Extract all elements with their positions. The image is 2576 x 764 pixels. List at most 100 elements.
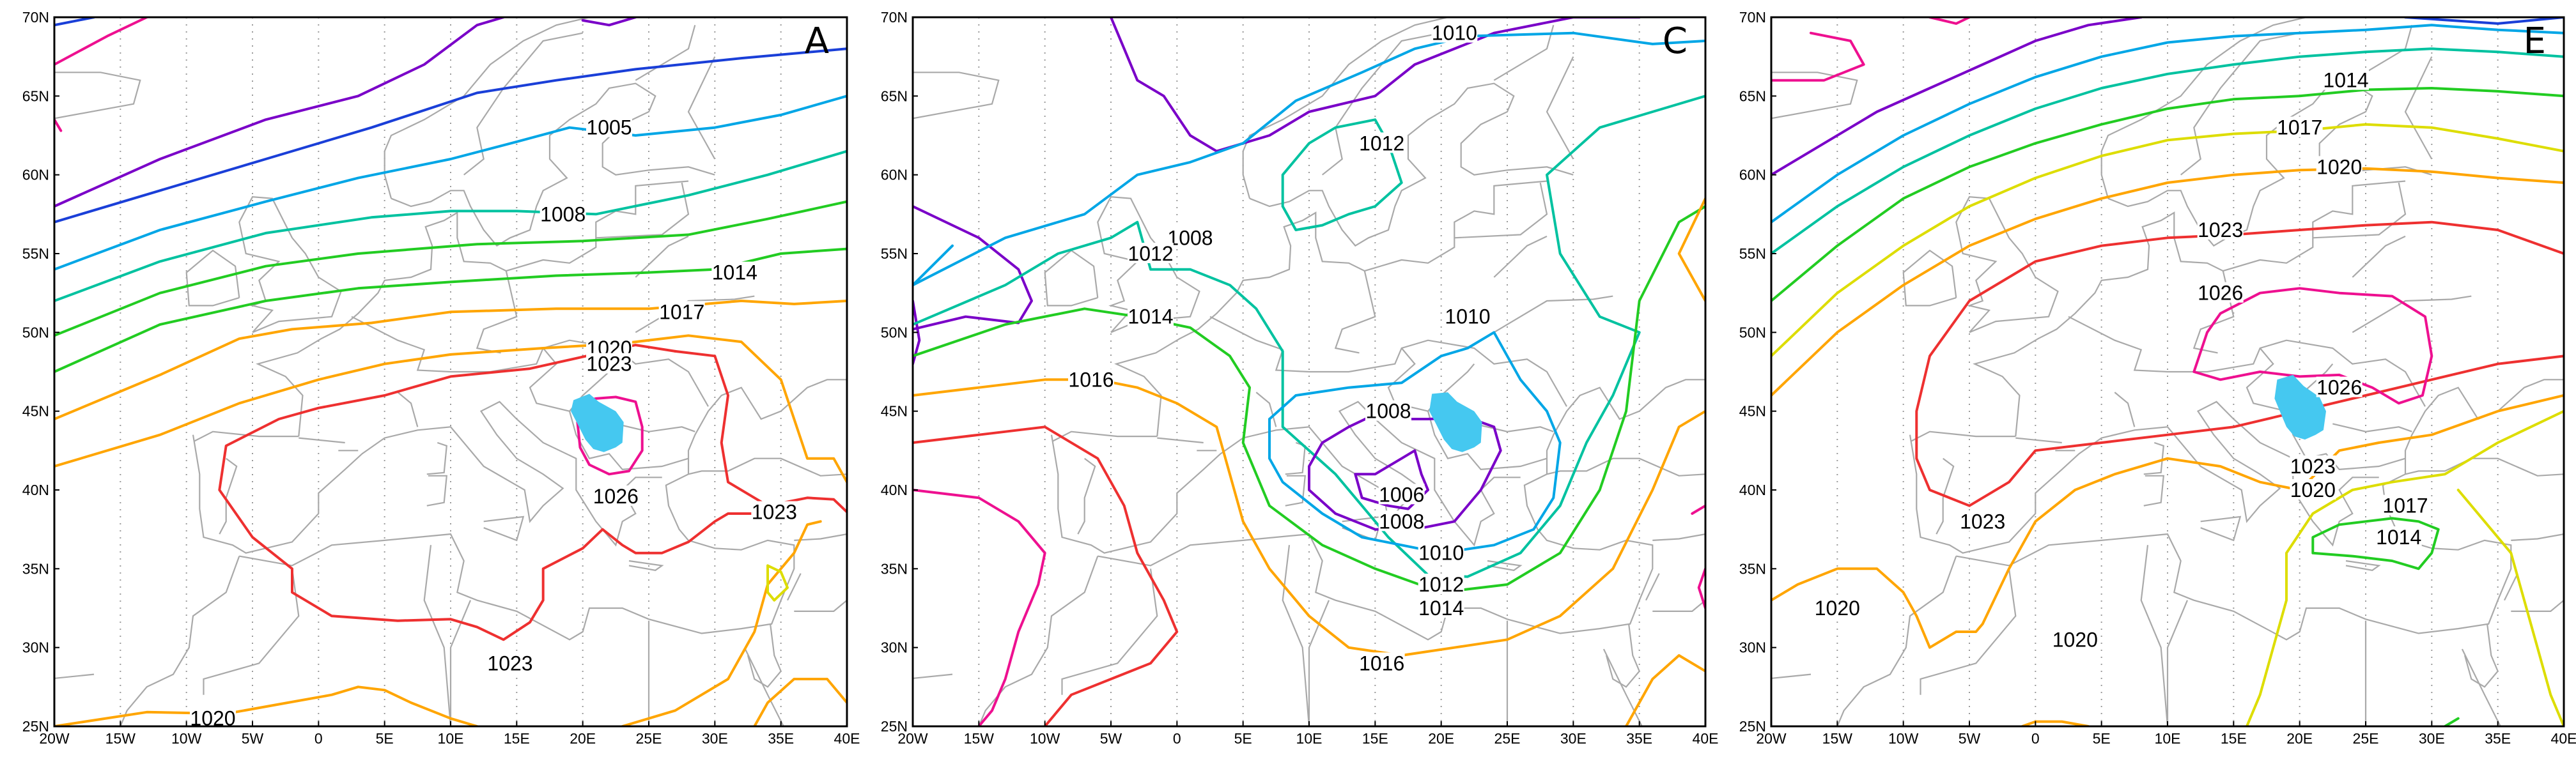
country-border [1652,599,1705,612]
longitude-tick-label: 10W [1888,730,1919,747]
isobar-contour [54,118,63,132]
longitude-tick-label: 35E [768,730,794,747]
country-border [2504,573,2518,601]
isobar-label: 1008 [1379,510,1424,533]
latitude-tick-label: 50N [1739,324,1766,340]
isobar-label: 1012 [1418,573,1464,596]
longitude-tick-label: 30E [1560,730,1587,747]
isobar-label-bg [2197,282,2244,303]
country-border [2313,182,2407,239]
country-border [1209,316,1567,407]
latitude-tick-label: 35N [22,560,49,577]
country-border [1427,411,1548,471]
coastline [1487,560,1523,571]
isobar-label: 1023 [752,501,797,524]
longitude-tick-label: 5E [2093,730,2111,747]
isobar-label: 1010 [1418,542,1464,565]
longitude-tick-label: 10E [2155,730,2181,747]
isobar-label: 1016 [1359,652,1404,675]
country-border [1474,423,1554,432]
isobar-contour [1281,118,1403,231]
isobar-label: 1012 [1359,132,1404,155]
isobars [1771,17,2564,726]
longitude-tick-label: 25E [2353,730,2379,747]
country-border [616,423,695,432]
coastline [2143,441,2164,475]
isobar-label: 1023 [2198,218,2243,241]
longitude-tick-label: 30E [2419,730,2445,747]
longitude-tick-label: 15W [1822,730,1853,747]
country-border [397,392,419,427]
isobar-label: 1020 [1815,597,1860,620]
longitude-tick-label: 10E [438,730,464,747]
coastline [1956,457,2564,641]
isobar-label-bg [586,116,632,137]
longitude-tick-label: 15E [504,730,530,747]
country-border [1936,457,1955,535]
isobar-contour [913,244,954,287]
isobar-label: 1008 [540,202,586,225]
isobar-contour [54,685,479,726]
coastline [2143,475,2165,507]
isobar-label-bg [1378,510,1425,531]
country-border [687,56,716,160]
longitude-tick-label: 10E [1296,730,1323,747]
latitude-tick-label: 70N [22,9,49,26]
longitude-tick-label: 15E [1362,730,1388,747]
coastline [426,441,447,475]
isobar-contour [218,344,756,641]
coastline [1973,180,2406,437]
isobar-label: 1020 [2316,155,2362,178]
coastline [1771,673,1812,680]
isobar-label-bg [2316,156,2363,177]
isobar-contour [621,520,822,726]
latitude-tick-labels: 25N 30N 35N 40N 45N 50N 55N 60N 65N 70N [22,9,59,735]
country-border [596,182,690,239]
isobar-label-bg [2197,219,2244,240]
coastline [384,17,593,199]
latitude-tick-label: 45N [881,403,908,420]
latitude-tick-label: 40N [881,482,908,498]
coastline [426,475,448,507]
latitude-tick-label: 35N [1739,560,1766,577]
highlight-region [1429,392,1482,452]
coastline [2463,623,2499,688]
latitude-tick-label: 60N [22,167,49,183]
latitude-tick-label: 25N [22,718,49,735]
country-border [1282,545,1310,726]
coastline [2345,560,2381,571]
isobar-label-bg [2375,526,2422,547]
coastline [1955,196,2059,333]
latitude-tick-label: 30N [1739,639,1766,656]
isobar-contour [1308,409,1502,531]
isobar-contour [1771,31,1865,82]
isobar-label-bg [1128,243,1174,263]
gridlines [1836,17,2499,726]
isobar-label-bg [2276,116,2323,137]
isobar-contour [54,200,847,337]
isobar-label-bg [1418,597,1464,618]
highlight-region [571,393,624,452]
isobar-contour [913,205,1033,331]
coastline [1285,441,1306,475]
longitude-tick-label: 35E [1626,730,1652,747]
country-border [2511,533,2564,541]
isobar-contour [753,678,847,726]
isobar-label-bg [1418,574,1464,594]
longitude-tick-label: 40E [1693,730,1719,747]
latitude-tick-label: 65N [881,88,908,104]
country-border [2015,437,2062,444]
latitude-tick-label: 40N [1739,482,1766,498]
longitude-tick-label: 40E [2551,730,2576,747]
country-border [635,25,696,81]
isobar-label-bg [539,203,586,224]
longitude-tick-label: 20E [1428,730,1454,747]
isobar-label: 1014 [2376,526,2421,549]
coastline [1285,475,1307,507]
coastline [1242,17,1451,199]
isobar-contour [54,17,505,208]
coastline [194,431,299,442]
isobar-contour [913,489,1046,726]
